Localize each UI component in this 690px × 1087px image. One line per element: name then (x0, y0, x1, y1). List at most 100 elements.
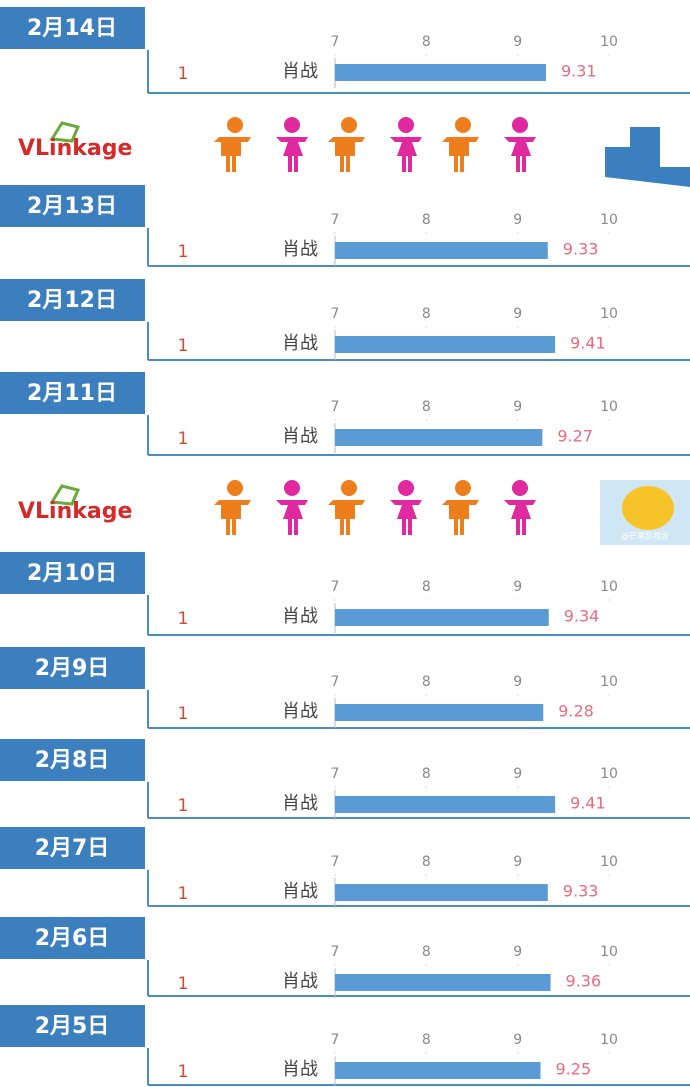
bar (335, 429, 543, 446)
value-label: 9.33 (563, 882, 599, 901)
x-tick-label: 7 (331, 34, 340, 50)
mascot (622, 486, 674, 530)
person-body (276, 500, 308, 535)
bar (335, 884, 548, 901)
person-head (455, 117, 471, 133)
date-box (0, 185, 145, 227)
date-box (0, 372, 145, 414)
person-body (276, 137, 308, 172)
person-head (512, 117, 528, 133)
category-label: 肖战 (282, 426, 318, 447)
person-body (328, 137, 365, 172)
value-label: 9.34 (564, 607, 600, 626)
value-label: 9.27 (557, 427, 593, 446)
x-tick-label: 7 (331, 766, 340, 782)
x-tick-label: 10 (600, 1032, 618, 1048)
rank-label: 1 (178, 884, 189, 904)
x-tick-label: 7 (331, 1032, 340, 1048)
bar (335, 1062, 541, 1079)
rank-label: 1 (178, 429, 189, 449)
x-tick-label: 8 (422, 1032, 431, 1048)
x-tick-label: 7 (331, 306, 340, 322)
date-label: 2月5日 (35, 1014, 110, 1039)
person-head (284, 117, 300, 133)
person-body (328, 500, 365, 535)
date-box (0, 552, 145, 594)
x-tick-label: 10 (600, 399, 618, 415)
x-tick-label: 10 (600, 34, 618, 50)
date-label: 2月9日 (35, 656, 110, 681)
date-box (0, 279, 145, 321)
date-label: 2月13日 (27, 194, 117, 219)
x-tick-label: 9 (513, 579, 522, 595)
date-label: 2月8日 (35, 748, 110, 773)
person-head (284, 480, 300, 496)
person-body (442, 500, 479, 535)
podium (605, 127, 690, 187)
date-box (0, 7, 145, 49)
x-tick-label: 7 (331, 579, 340, 595)
x-tick-label: 9 (513, 766, 522, 782)
rank-label: 1 (178, 974, 189, 994)
logo: VLinkage (18, 499, 132, 524)
x-tick-label: 10 (600, 674, 618, 690)
logo-icon (49, 484, 81, 506)
category-label: 肖战 (282, 793, 318, 814)
x-tick-label: 8 (422, 854, 431, 870)
bar (335, 796, 556, 813)
date-label: 2月6日 (35, 926, 110, 951)
x-tick-label: 9 (513, 854, 522, 870)
date-label: 2月7日 (35, 836, 110, 861)
date-label: 2月11日 (27, 381, 117, 406)
x-tick-label: 9 (513, 306, 522, 322)
date-box (0, 827, 145, 869)
x-tick-label: 9 (513, 1032, 522, 1048)
person-body (504, 137, 536, 172)
person-body (390, 137, 422, 172)
person-body (390, 500, 422, 535)
rank-label: 1 (178, 336, 189, 356)
bar (335, 64, 546, 81)
category-label: 肖战 (282, 971, 318, 992)
category-label: 肖战 (282, 701, 318, 722)
x-tick-label: 8 (422, 34, 431, 50)
x-tick-label: 7 (331, 854, 340, 870)
value-label: 9.36 (566, 972, 602, 991)
x-tick-label: 8 (422, 674, 431, 690)
date-label: 2月12日 (27, 288, 117, 313)
x-tick-label: 9 (513, 34, 522, 50)
rank-label: 1 (178, 796, 189, 816)
rank-label: 1 (178, 242, 189, 262)
person-head (398, 117, 414, 133)
x-tick-label: 9 (513, 212, 522, 228)
person-body (214, 500, 251, 535)
person-body (214, 137, 251, 172)
person-head (227, 480, 243, 496)
value-label: 9.41 (570, 794, 606, 813)
date-box (0, 1005, 145, 1047)
x-tick-label: 10 (600, 854, 618, 870)
person-body (442, 137, 479, 172)
x-tick-label: 10 (600, 944, 618, 960)
logo-icon (49, 121, 81, 143)
category-label: 肖战 (282, 881, 318, 902)
category-label: 肖战 (282, 1059, 318, 1080)
person-head (341, 117, 357, 133)
x-tick-label: 10 (600, 766, 618, 782)
person-head (341, 480, 357, 496)
x-tick-label: 9 (513, 944, 522, 960)
logo: VLinkage (18, 136, 132, 161)
category-label: 肖战 (282, 61, 318, 82)
x-tick-label: 8 (422, 212, 431, 228)
watermark: @芒果影视台 (621, 531, 669, 541)
person-head (227, 117, 243, 133)
bar (335, 336, 556, 353)
bar (335, 242, 548, 259)
bar (335, 974, 551, 991)
x-tick-label: 8 (422, 399, 431, 415)
category-label: 肖战 (282, 606, 318, 627)
date-box (0, 647, 145, 689)
category-label: 肖战 (282, 333, 318, 354)
x-tick-label: 8 (422, 944, 431, 960)
